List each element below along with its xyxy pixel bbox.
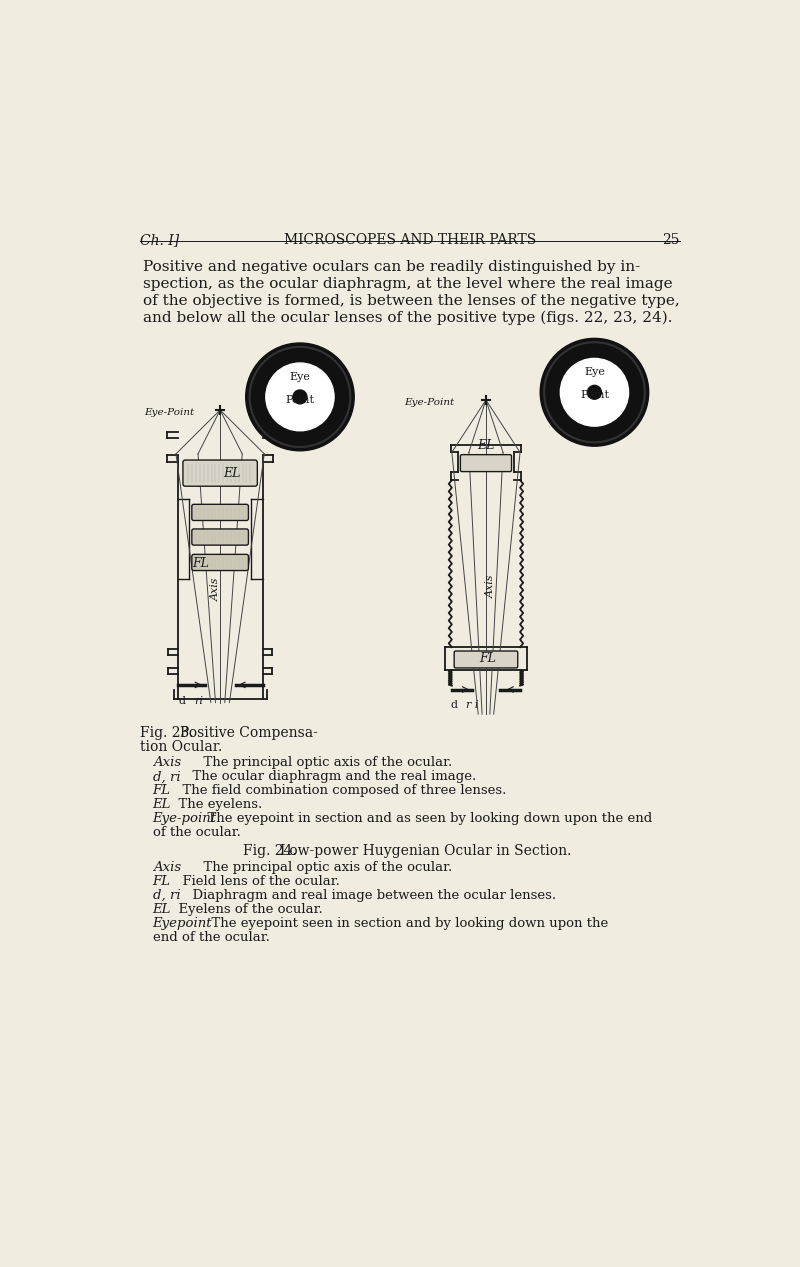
Text: EL: EL xyxy=(153,798,171,811)
Text: Axis: Axis xyxy=(153,862,181,874)
Text: Axis: Axis xyxy=(153,756,181,769)
Text: The eyepoint in section and as seen by looking down upon the end: The eyepoint in section and as seen by l… xyxy=(199,812,653,825)
Text: d: d xyxy=(450,701,458,711)
FancyBboxPatch shape xyxy=(192,528,249,545)
FancyBboxPatch shape xyxy=(460,455,511,471)
Text: of the ocular.: of the ocular. xyxy=(153,826,241,839)
Text: The principal optic axis of the ocular.: The principal optic axis of the ocular. xyxy=(195,862,453,874)
Text: The field combination composed of three lenses.: The field combination composed of three … xyxy=(174,784,506,797)
FancyBboxPatch shape xyxy=(192,504,249,521)
Text: d, ri: d, ri xyxy=(153,889,180,902)
Circle shape xyxy=(587,385,602,399)
Text: FL: FL xyxy=(479,653,496,665)
Text: d: d xyxy=(178,696,186,706)
Text: MICROSCOPES AND THEIR PARTS: MICROSCOPES AND THEIR PARTS xyxy=(284,233,536,247)
Text: of the objective is formed, is between the lenses of the negative type,: of the objective is formed, is between t… xyxy=(142,294,679,308)
Text: Positive Compensa-: Positive Compensa- xyxy=(180,726,318,740)
Text: EL: EL xyxy=(223,466,241,480)
Text: ri: ri xyxy=(194,696,203,706)
Text: Eye-Point: Eye-Point xyxy=(144,408,194,417)
FancyBboxPatch shape xyxy=(454,651,518,668)
Text: Positive and negative oculars can be readily distinguished by in-: Positive and negative oculars can be rea… xyxy=(142,260,640,274)
Text: Axis: Axis xyxy=(210,578,221,601)
Text: FL: FL xyxy=(153,784,170,797)
Circle shape xyxy=(293,390,307,404)
Text: 25: 25 xyxy=(662,233,680,247)
Text: EL: EL xyxy=(153,903,171,916)
Text: The principal optic axis of the ocular.: The principal optic axis of the ocular. xyxy=(195,756,453,769)
Text: Eye-Point: Eye-Point xyxy=(404,398,454,407)
Text: EL: EL xyxy=(478,440,494,452)
FancyBboxPatch shape xyxy=(183,460,258,487)
Text: FL: FL xyxy=(153,875,170,888)
Text: Point: Point xyxy=(286,395,314,405)
Text: r i: r i xyxy=(466,701,478,711)
Text: Field lens of the ocular.: Field lens of the ocular. xyxy=(174,875,340,888)
Text: Eye: Eye xyxy=(290,371,310,381)
Text: The eyepoint seen in section and by looking down upon the: The eyepoint seen in section and by look… xyxy=(203,916,608,930)
Text: d, ri: d, ri xyxy=(153,770,180,783)
Text: FL: FL xyxy=(193,557,210,570)
Circle shape xyxy=(540,338,649,446)
Text: Low-power Huygenian Ocular in Section.: Low-power Huygenian Ocular in Section. xyxy=(280,844,571,858)
Text: Eye-point: Eye-point xyxy=(153,812,217,825)
Circle shape xyxy=(266,364,334,431)
Circle shape xyxy=(560,359,629,426)
Text: end of the ocular.: end of the ocular. xyxy=(153,930,270,944)
Text: Diaphragm and real image between the ocular lenses.: Diaphragm and real image between the ocu… xyxy=(184,889,556,902)
FancyBboxPatch shape xyxy=(192,555,249,570)
Circle shape xyxy=(246,343,354,451)
Text: Point: Point xyxy=(580,390,609,400)
Text: Eyepoint: Eyepoint xyxy=(153,916,212,930)
Text: Eyelens of the ocular.: Eyelens of the ocular. xyxy=(170,903,322,916)
Text: Axis: Axis xyxy=(486,574,496,598)
Text: and below all the ocular lenses of the positive type (figs. 22, 23, 24).: and below all the ocular lenses of the p… xyxy=(142,310,672,326)
Text: The eyelens.: The eyelens. xyxy=(170,798,262,811)
Text: Fig. 24.: Fig. 24. xyxy=(243,844,297,858)
Text: spection, as the ocular diaphragm, at the level where the real image: spection, as the ocular diaphragm, at th… xyxy=(142,276,672,291)
Text: The ocular diaphragm and the real image.: The ocular diaphragm and the real image. xyxy=(184,770,476,783)
Text: Fig. 23.: Fig. 23. xyxy=(140,726,194,740)
Text: Eye: Eye xyxy=(584,367,605,376)
Text: Ch. I]: Ch. I] xyxy=(140,233,179,247)
Text: tion Ocular.: tion Ocular. xyxy=(140,740,222,754)
